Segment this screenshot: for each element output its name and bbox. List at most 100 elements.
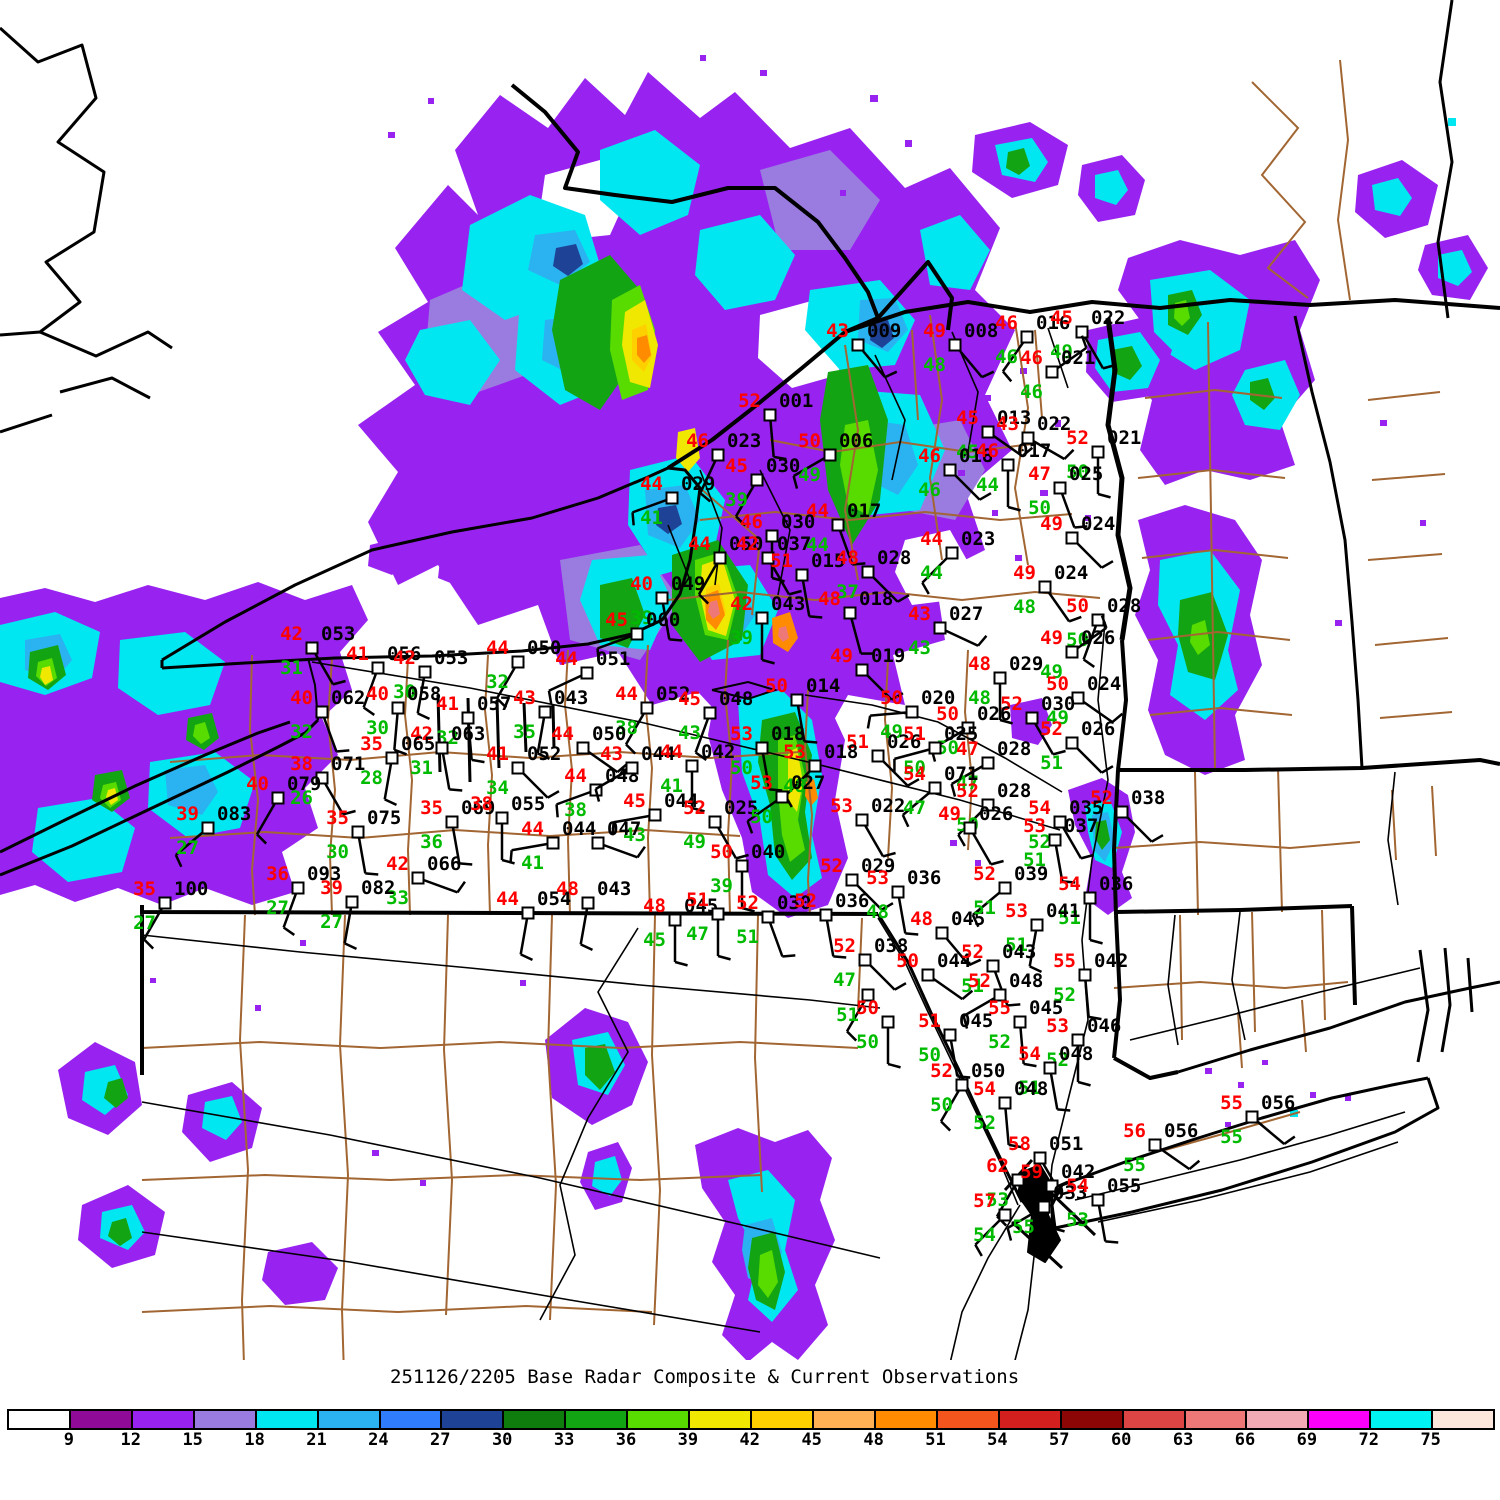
station-temperature: 40	[630, 573, 653, 595]
station-temperature: 48	[968, 653, 991, 675]
wind-barb-tick	[596, 648, 600, 662]
wind-barb-tick	[456, 880, 466, 894]
station-temperature: 42	[393, 647, 416, 669]
station-square-icon	[1043, 1061, 1057, 1075]
wind-barb-tick	[1001, 370, 1013, 383]
station-square-icon	[993, 671, 1007, 685]
station-plot: 49 008 48	[923, 320, 998, 379]
station-temperature: 49	[923, 320, 946, 342]
station-plot: 44 042 41	[660, 741, 735, 813]
wind-barb-tick	[1080, 853, 1094, 860]
station-plot: 48 029 48	[968, 653, 1043, 725]
radar-speckles	[150, 55, 1426, 1186]
station-square-icon	[881, 1015, 895, 1029]
station-temperature: 59	[1020, 1161, 1043, 1183]
colorbar-cell	[1247, 1411, 1310, 1428]
station-square-icon	[1048, 833, 1062, 847]
wind-barb-tick	[459, 862, 473, 866]
station-plot: 53 018 48	[783, 741, 858, 808]
station-square-icon	[418, 665, 432, 679]
station-plot: 56 056 55	[1123, 1120, 1201, 1176]
colorbar-cell	[875, 1411, 938, 1428]
station-plot: 53 027 50	[746, 772, 825, 834]
wind-barb	[660, 597, 671, 640]
wind-barb	[320, 711, 338, 752]
station-dewpoint: 50	[903, 757, 926, 779]
station-temperature: 53	[866, 867, 889, 889]
wind-barb-tick	[1151, 834, 1164, 843]
wind-barb	[870, 710, 913, 717]
station-temperature: 52	[1000, 693, 1023, 715]
station-plot: 44 044 41	[509, 818, 596, 874]
station-temperature: 38	[290, 753, 313, 775]
wind-barb-tick	[1283, 1135, 1296, 1146]
station-pressure: 033	[1053, 1182, 1087, 1204]
station-plot: 52 030	[1000, 693, 1075, 756]
station-pressure: 024	[1087, 673, 1121, 695]
station-plot: 44 017 44	[806, 500, 881, 566]
station-dewpoint: 48	[866, 901, 889, 923]
station-dewpoint: 51	[736, 926, 759, 948]
station-dewpoint: 41	[521, 852, 544, 874]
wind-barb-tick	[891, 692, 904, 701]
station-plot: 50 014	[765, 675, 840, 744]
station-dewpoint: 51	[1023, 849, 1046, 871]
wind-barb	[343, 901, 354, 944]
station-pressure: 053	[321, 623, 355, 645]
wind-barb-tick	[792, 475, 799, 489]
station-dewpoint: 50	[936, 737, 959, 759]
station-temperature: 48	[836, 547, 859, 569]
station-temperature: 49	[1040, 513, 1063, 535]
station-plot: 45 022 49	[1050, 307, 1125, 370]
station-square-icon	[963, 821, 977, 835]
station-plot: 43 027 43	[908, 603, 988, 659]
station-dewpoint: 36	[420, 831, 443, 853]
station-dewpoint: 28	[360, 767, 383, 789]
station-square-icon	[843, 606, 857, 620]
station-square-icon	[943, 463, 957, 477]
station-square-icon	[943, 1028, 957, 1042]
station-dewpoint: 39	[725, 489, 748, 511]
station-dewpoint: 39	[630, 607, 653, 629]
station-dewpoint: 51	[1058, 907, 1081, 929]
wind-barb	[383, 757, 394, 800]
station-square-icon	[981, 425, 995, 439]
station-pressure: 093	[307, 863, 341, 885]
station-square-icon	[761, 910, 775, 924]
station-pressure: 051	[596, 648, 630, 670]
colorbar-tick: 39	[677, 1430, 699, 1450]
station-temperature: 40	[366, 683, 389, 705]
station-temperature: 55	[1053, 950, 1076, 972]
station-dewpoint: 44	[920, 562, 943, 584]
station-plot: 40 079	[246, 773, 321, 845]
station-pressure: 075	[367, 807, 401, 829]
station-plot: 59 042	[1020, 1161, 1095, 1233]
wind-barb-tick	[256, 833, 268, 845]
station-pressure: 025	[724, 797, 758, 819]
station-plot: 53 037 51	[1023, 815, 1098, 884]
wind-barb-tick	[833, 955, 847, 959]
station-plot: 48 028 37	[836, 547, 911, 603]
station-dewpoint: 48	[1013, 596, 1036, 618]
colorbar-cell	[318, 1411, 381, 1428]
wind-barb-tick	[782, 954, 796, 958]
station-square-icon	[1065, 531, 1079, 545]
station-pressure: 037	[777, 533, 811, 555]
wind-barb	[1053, 839, 1064, 882]
colorbar-cell	[999, 1411, 1062, 1428]
wind-barb	[519, 912, 530, 955]
wind-barb-tick	[625, 743, 637, 755]
station-temperature: 39	[176, 803, 199, 825]
station-pressure: 044	[937, 950, 971, 972]
wind-barb-tick	[881, 902, 894, 911]
station-square-icon	[1025, 711, 1039, 725]
station-pressure: 044	[562, 818, 596, 840]
station-pressure: 042	[1094, 950, 1128, 972]
station-square-icon	[1011, 1173, 1025, 1187]
station-square-icon	[998, 1208, 1012, 1222]
station-pressure: 008	[964, 320, 998, 342]
wind-barb	[356, 831, 367, 874]
station-plot: 39 083 27	[174, 803, 251, 868]
wind-barb-tick	[974, 1244, 983, 1257]
